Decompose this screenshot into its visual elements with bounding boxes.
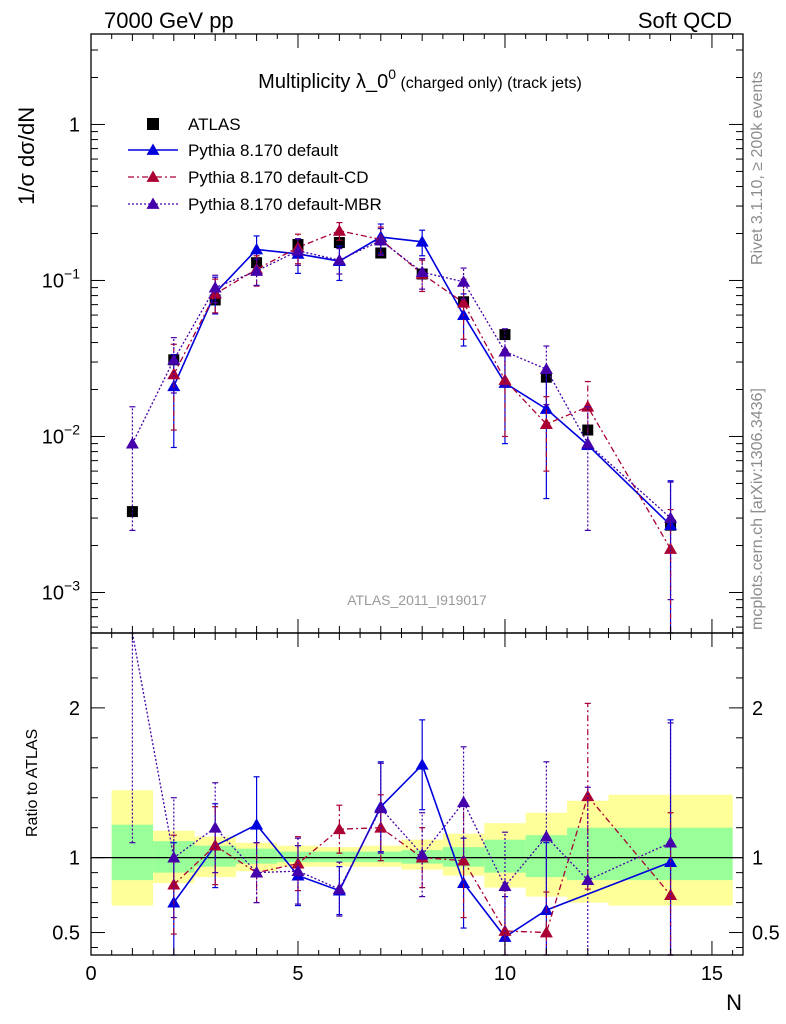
ratio-point-solid [415, 758, 429, 770]
main-point-dotted [125, 437, 139, 449]
ratio-point-dashdot [374, 821, 388, 833]
ratio-point-dotted [208, 821, 222, 833]
ratio-band-inner [318, 851, 361, 863]
main-point-dashdot [332, 224, 346, 236]
ratio-ylabel: Ratio to ATLAS [24, 729, 41, 837]
ratio-point-dotted [498, 879, 512, 891]
ratio-y-tick-label-right: 2 [752, 698, 763, 720]
x-axis-label: N [726, 990, 742, 1015]
atlas-data-point [126, 506, 138, 518]
main-point-dotted [457, 275, 471, 287]
main-line-dotted [131, 239, 672, 519]
ratio-point-solid [250, 818, 264, 830]
main-point-dotted [664, 511, 678, 523]
main-point-dashdot [498, 373, 512, 385]
legend-label: Pythia 8.170 default-CD [188, 168, 369, 187]
ratio-point-dashdot [457, 854, 471, 866]
ratio-point-dotted [250, 866, 264, 878]
ratio-point-dotted [581, 873, 595, 885]
ratio-point-dotted [457, 795, 471, 808]
main-y-tick-label: 10−3 [42, 577, 80, 604]
ratio-y-tick-label: 1 [69, 848, 80, 870]
legend-label: Pythia 8.170 default [188, 141, 339, 160]
legend-label: Pythia 8.170 default-MBR [188, 195, 382, 214]
side-label-bottom: mcplots.cern.ch [arXiv:1306.3436] [749, 388, 766, 630]
legend-marker-atlas [147, 118, 159, 130]
main-y-tick-label: 10−2 [42, 421, 80, 448]
x-tick-label: 5 [292, 963, 303, 985]
main-point-dotted [250, 264, 264, 276]
main-point-dashdot [457, 296, 471, 308]
analysis-label: ATLAS_2011_I919017 [347, 592, 487, 608]
ratio-frame [90, 632, 744, 956]
main-point-solid [539, 402, 553, 414]
legend-marker-solid [146, 143, 160, 155]
header-left: 7000 GeV pp [104, 8, 234, 33]
main-point-dotted [332, 253, 346, 266]
main-y-tick-label: 1 [69, 114, 80, 136]
ratio-point-dotted [291, 864, 305, 877]
ratio-point-solid [457, 876, 471, 888]
ratio-line-dashdot [173, 794, 672, 934]
ratio-point-dotted [374, 801, 388, 814]
main-point-solid [250, 242, 264, 255]
ratio-y-tick-label-right: 0.5 [752, 923, 780, 945]
legend-marker-dotted [146, 197, 160, 209]
ratio-point-dotted [664, 836, 678, 848]
main-point-dotted [415, 265, 429, 278]
main-point-dotted [374, 234, 388, 246]
main-point-solid [415, 235, 429, 247]
main-point-dotted [498, 345, 512, 357]
main-line-solid [173, 236, 672, 526]
ratio-point-dashdot [581, 789, 595, 802]
header-right: Soft QCD [638, 8, 732, 33]
ratio-point-dashdot [208, 839, 222, 851]
main-point-dotted [581, 437, 595, 449]
main-point-dotted [539, 362, 553, 375]
ratio-y-tick-label: 2 [69, 698, 80, 720]
main-point-dotted [208, 281, 222, 293]
side-label-top: Rivet 3.1.10, ≥ 200k events [749, 71, 766, 265]
atlas-data-point [333, 237, 345, 249]
main-y-tick-label: 10−1 [42, 265, 80, 292]
main-point-dotted [167, 353, 181, 365]
x-tick-label: 10 [494, 963, 516, 985]
x-tick-label: 15 [701, 963, 723, 985]
main-point-dotted [291, 244, 305, 256]
ratio-y-tick-label: 0.5 [52, 923, 80, 945]
legend-marker-dashdot [146, 170, 160, 182]
ratio-point-dotted [167, 851, 181, 863]
legend-label: ATLAS [188, 115, 241, 134]
main-point-dashdot [539, 417, 553, 430]
main-point-dashdot [664, 542, 678, 554]
chart-title: Multiplicity λ_00 (charged only) (track … [258, 66, 582, 93]
ratio-y-tick-label-right: 1 [752, 848, 763, 870]
ratio-point-dashdot [539, 926, 553, 938]
ratio-point-dotted [539, 830, 553, 842]
main-point-dashdot [581, 400, 595, 412]
ratio-point-dashdot [332, 822, 346, 835]
ratio-point-dotted [332, 882, 346, 894]
x-tick-label: 0 [85, 963, 96, 985]
atlas-data-point [499, 329, 511, 341]
ratio-point-dotted [415, 848, 429, 860]
main-ylabel: 1/σ dσ/dN [14, 107, 39, 205]
main-point-dashdot [167, 367, 181, 380]
